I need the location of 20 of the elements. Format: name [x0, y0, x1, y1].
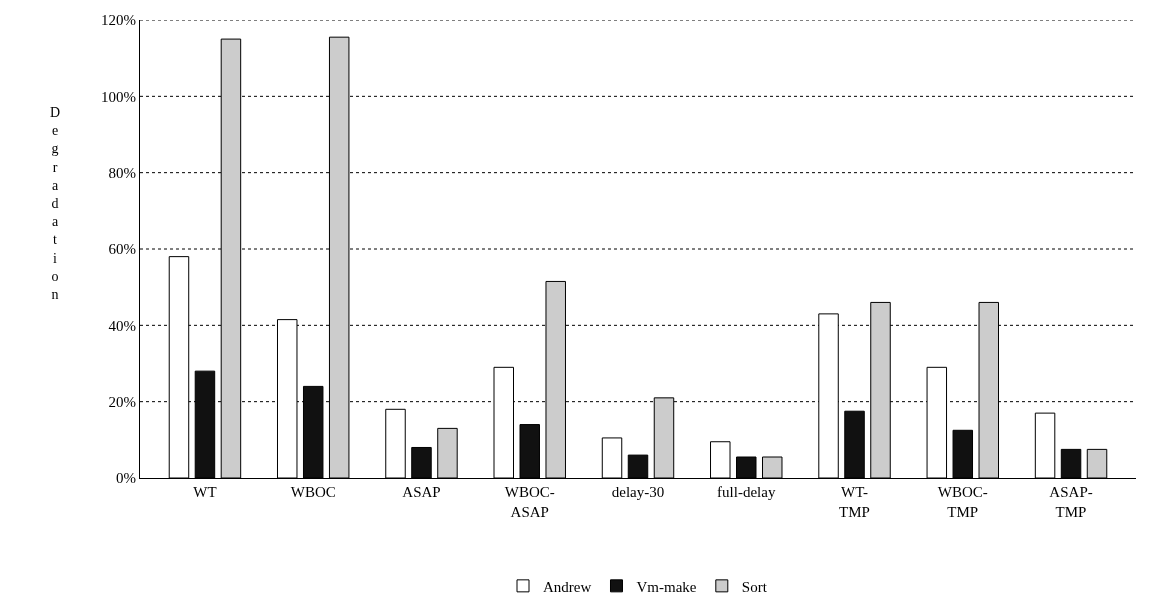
- text: Degradation: [50, 105, 61, 302]
- y-tick-label: 60%: [108, 241, 136, 258]
- y-tick-label: 0%: [116, 470, 136, 487]
- x-tick-label: delay-30: [611, 484, 665, 500]
- legend-label: Andrew: [543, 578, 592, 595]
- legend-label: Vm-make: [636, 578, 697, 595]
- x-tick-label: WT- TMP: [839, 484, 870, 520]
- y-tick-label: 80%: [108, 164, 136, 181]
- y-tick-label: 120%: [101, 12, 136, 29]
- x-tick-label: WBOC- ASAP: [504, 484, 555, 520]
- y-tick-label: 40%: [108, 317, 136, 334]
- x-tick-label: full-delay: [717, 484, 776, 500]
- y-tick-label: 20%: [108, 393, 136, 410]
- x-tick-label: ASAP- TMP: [1049, 484, 1093, 520]
- x-tick-label: ASAP: [402, 484, 441, 500]
- x-tick-label: WBOC: [290, 484, 336, 500]
- y-tick-label: 100%: [101, 88, 136, 105]
- x-tick-label: WT: [193, 484, 217, 500]
- x-tick-label: WBOC- TMP: [937, 484, 988, 520]
- legend-label: Sort: [741, 578, 768, 595]
